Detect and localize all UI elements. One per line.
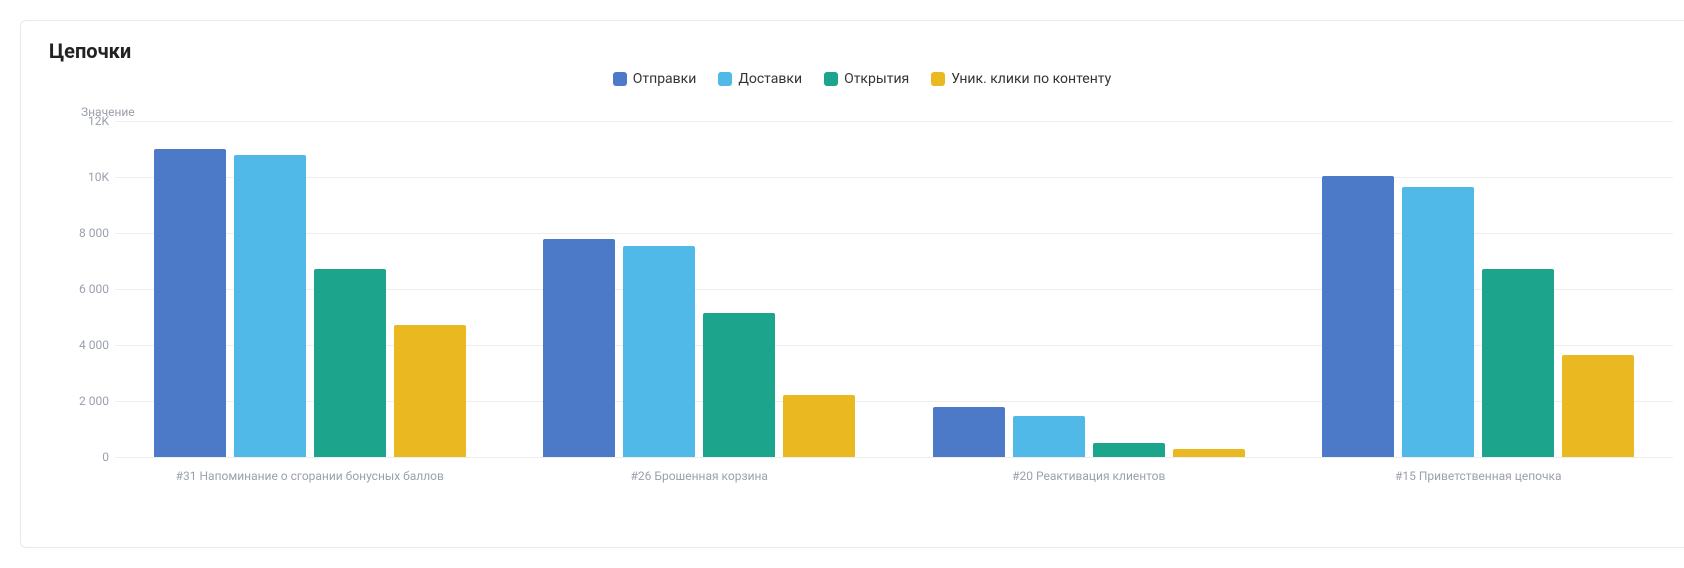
legend-swatch <box>613 72 627 86</box>
y-tick-label: 6 000 <box>65 282 109 296</box>
card-title: Цепочки <box>21 39 1684 63</box>
legend: Отправки Доставки Открытия Уник. клики по к… <box>21 71 1684 87</box>
bar[interactable] <box>1093 443 1165 457</box>
bar[interactable] <box>703 313 775 457</box>
y-tick-label: 4 000 <box>65 338 109 352</box>
x-tick-label: #15 Приветственная цепочка <box>1284 457 1674 483</box>
category-group: #15 Приветственная цепочка <box>1284 121 1674 457</box>
bar[interactable] <box>234 155 306 457</box>
legend-label: Уник. клики по контенту <box>951 71 1111 87</box>
category-group: #26 Брошенная корзина <box>505 121 895 457</box>
bar[interactable] <box>933 407 1005 457</box>
legend-swatch <box>824 72 838 86</box>
bar-cluster <box>1284 121 1674 457</box>
x-tick-label: #20 Реактивация клиентов <box>894 457 1284 483</box>
y-tick-label: 12K <box>65 114 109 128</box>
bar[interactable] <box>394 325 466 457</box>
bar-cluster <box>115 121 505 457</box>
y-tick-label: 8 000 <box>65 226 109 240</box>
bar[interactable] <box>543 239 615 457</box>
bar[interactable] <box>1482 269 1554 457</box>
legend-item[interactable]: Уник. клики по контенту <box>931 71 1111 87</box>
y-tick-label: 0 <box>65 450 109 464</box>
bar[interactable] <box>1173 449 1245 457</box>
bar[interactable] <box>1322 176 1394 457</box>
y-tick-label: 2 000 <box>65 394 109 408</box>
legend-item[interactable]: Открытия <box>824 71 909 87</box>
plot-area: 12K10K8 0006 0004 0002 0000#31 Напоминан… <box>115 121 1673 457</box>
legend-label: Открытия <box>844 71 909 87</box>
bar-cluster <box>894 121 1284 457</box>
legend-swatch <box>931 72 945 86</box>
legend-item[interactable]: Отправки <box>613 71 697 87</box>
y-tick-label: 10K <box>65 170 109 184</box>
bar-cluster <box>505 121 895 457</box>
bar[interactable] <box>314 269 386 457</box>
bar[interactable] <box>623 246 695 457</box>
legend-swatch <box>718 72 732 86</box>
legend-label: Доставки <box>738 71 802 87</box>
bar[interactable] <box>1562 355 1634 457</box>
x-tick-label: #26 Брошенная корзина <box>505 457 895 483</box>
x-tick-label: #31 Напоминание о сгорании бонусных балл… <box>115 457 505 483</box>
legend-label: Отправки <box>633 71 697 87</box>
chart-card: Цепочки Отправки Доставки Открытия Уник. кл… <box>20 20 1684 548</box>
bar[interactable] <box>154 149 226 457</box>
category-group: #20 Реактивация клиентов <box>894 121 1284 457</box>
legend-item[interactable]: Доставки <box>718 71 802 87</box>
chart-area: 12K10K8 0006 0004 0002 0000#31 Напоминан… <box>71 121 1673 487</box>
bar[interactable] <box>1402 187 1474 457</box>
bar[interactable] <box>783 395 855 457</box>
category-group: #31 Напоминание о сгорании бонусных балл… <box>115 121 505 457</box>
bar[interactable] <box>1013 416 1085 457</box>
